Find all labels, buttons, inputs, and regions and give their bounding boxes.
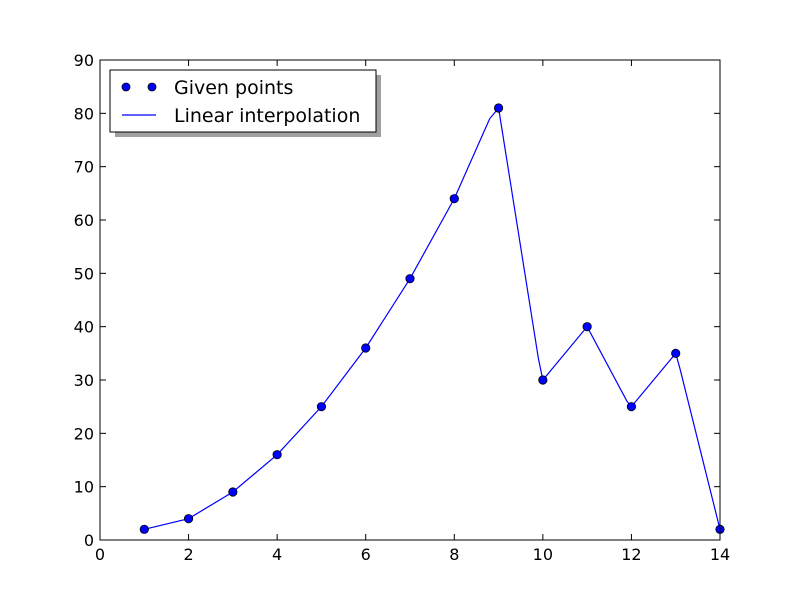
y-tick-label: 70 (74, 158, 94, 177)
y-tick-label: 10 (74, 478, 94, 497)
data-point (405, 274, 415, 284)
x-tick-label: 14 (710, 545, 730, 564)
legend: Given points Linear interpolation (109, 69, 381, 137)
data-point (228, 487, 238, 497)
x-tick-label: 12 (621, 545, 641, 564)
data-point (139, 524, 149, 534)
y-tick-label: 30 (74, 371, 94, 390)
legend-box (109, 69, 377, 133)
data-point (316, 402, 327, 412)
x-tick-label: 0 (95, 545, 105, 564)
x-tick-label: 6 (361, 545, 371, 564)
plot-lines (144, 106, 721, 530)
axis-ticks (99, 59, 721, 541)
y-tick-label: 50 (74, 264, 94, 283)
plot-frame (99, 59, 721, 541)
data-point (582, 322, 592, 332)
data-point (538, 375, 548, 385)
x-tick-label: 8 (449, 545, 459, 564)
y-tick-label: 80 (74, 104, 94, 123)
y-tick-label: 0 (84, 531, 94, 550)
y-tick-label: 40 (74, 318, 94, 337)
legend-marker (147, 82, 157, 92)
series-line (144, 106, 721, 530)
data-point (272, 450, 282, 460)
x-tick-label: 2 (183, 545, 193, 564)
legend-label-given-points: Given points (174, 77, 293, 99)
data-point (183, 514, 194, 524)
y-tick-label: 60 (74, 211, 94, 230)
x-tick-label: 4 (272, 545, 282, 564)
data-point (671, 348, 681, 358)
y-tick-label: 20 (74, 424, 94, 443)
x-tick-label: 10 (533, 545, 553, 564)
data-point (449, 194, 459, 204)
plot-markers (139, 103, 725, 534)
axis-tick-labels: 0 2 4 6 8 10 12 14 0 10 20 30 40 50 60 70 80 90 (74, 51, 731, 564)
data-point (493, 103, 504, 113)
y-tick-label: 90 (74, 51, 94, 70)
data-point (361, 343, 371, 353)
legend-label-linear-interpolation: Linear interpolation (174, 105, 360, 127)
legend-marker (121, 82, 131, 92)
data-point (626, 402, 637, 412)
